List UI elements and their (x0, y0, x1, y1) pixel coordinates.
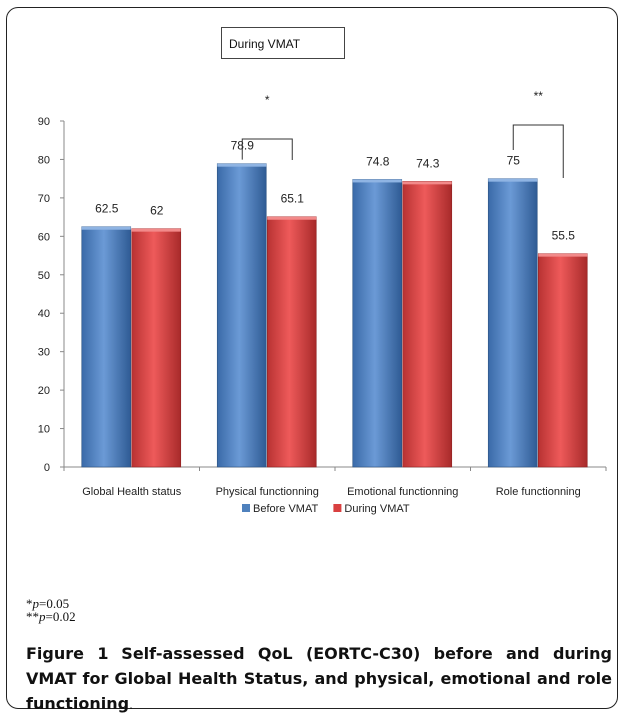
legend-swatch-before (242, 504, 250, 512)
chart-svg: 0 10 20 30 40 50 60 70 80 90 62.5 62 Global Health … (38, 89, 607, 515)
legend-swatch-during (333, 504, 342, 512)
legend-label: During VMAT (344, 503, 409, 515)
data-label: 75 (507, 154, 521, 168)
caption-period: . (129, 698, 133, 712)
x-tick-label: Physical functionning (216, 486, 319, 498)
bar-during-0 (131, 228, 182, 468)
bar-chart: 0 10 20 30 40 50 60 70 80 90 62.5 62 Global Health … (38, 27, 607, 515)
note-p002-marks: ** (26, 609, 39, 624)
chart-title: During VMAT (221, 27, 345, 59)
note-p002-value: =0.02 (45, 609, 76, 624)
x-tick-label: Role functionning (496, 486, 581, 498)
significance-marker: ** (534, 89, 544, 103)
bar-during-1 (266, 216, 317, 468)
data-label: 55.5 (552, 229, 576, 243)
bar-top-highlight (488, 178, 538, 182)
note-p002: **p=0.02 (26, 610, 76, 623)
bar-before-2 (352, 179, 403, 468)
data-label: 65.1 (281, 192, 305, 206)
note-p002-var: p (39, 609, 46, 624)
legend-label: Before VMAT (253, 503, 318, 515)
note-p005-var: p (32, 596, 40, 611)
y-tick-label: 40 (38, 308, 50, 320)
note-p005: *p=0.05 (26, 597, 76, 610)
note-p005-marks: * (26, 596, 33, 611)
y-tick-label: 20 (38, 385, 50, 397)
bar-top-highlight (217, 163, 267, 167)
x-tick-label: Global Health status (82, 486, 182, 498)
figure-label: Figure 1 (26, 644, 109, 663)
bar-before-0 (81, 226, 132, 468)
data-label: 62.5 (95, 202, 119, 216)
bar-during-2 (402, 181, 453, 468)
figure-caption: Figure 1 Self-assessed QoL (EORTC-C30) b… (26, 641, 612, 718)
bar-before-3 (487, 178, 538, 468)
y-tick-label: 90 (38, 116, 50, 128)
data-label: 62 (150, 204, 164, 218)
significance-marker: * (265, 93, 270, 107)
bar-top-highlight (538, 253, 588, 257)
bar-top-highlight (352, 179, 402, 183)
bar-during-3 (537, 253, 588, 468)
significance-bracket (241, 138, 293, 160)
note-p005-value: =0.05 (39, 596, 70, 611)
y-tick-label: 70 (38, 193, 50, 205)
y-tick-label: 80 (38, 154, 50, 166)
y-tick-label: 30 (38, 347, 50, 359)
bar-top-highlight (81, 226, 131, 230)
data-label: 74.8 (366, 154, 390, 168)
y-tick-label: 10 (38, 424, 50, 436)
x-tick-label: Emotional functionning (347, 486, 458, 498)
y-tick-label: 60 (38, 231, 50, 243)
bar-top-highlight (267, 216, 317, 220)
data-label: 74.3 (416, 156, 440, 170)
bar-top-highlight (131, 228, 181, 232)
significance-bracket (512, 124, 564, 178)
figure-frame (6, 7, 618, 709)
y-tick-label: 0 (44, 462, 50, 474)
bar-before-1 (216, 163, 267, 468)
caption-text: Self-assessed QoL (EORTC-C30) before and… (26, 644, 613, 713)
bar-top-highlight (402, 181, 452, 185)
y-tick-label: 50 (38, 270, 50, 282)
significance-notes: *p=0.05 **p=0.02 (26, 597, 76, 623)
